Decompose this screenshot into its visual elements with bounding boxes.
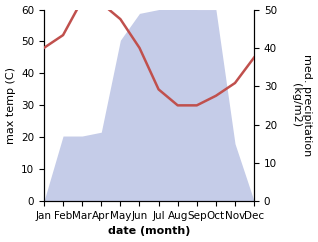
Y-axis label: med. precipitation
(kg/m2): med. precipitation (kg/m2) [291,54,313,157]
X-axis label: date (month): date (month) [108,227,190,236]
Y-axis label: max temp (C): max temp (C) [5,67,16,144]
